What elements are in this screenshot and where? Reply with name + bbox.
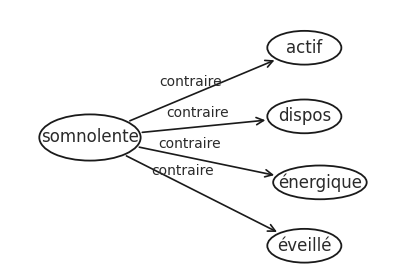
Text: dispos: dispos — [277, 107, 330, 125]
Ellipse shape — [273, 166, 366, 199]
Text: somnolente: somnolente — [41, 128, 139, 147]
Ellipse shape — [266, 31, 341, 65]
Ellipse shape — [266, 100, 341, 133]
Text: contraire: contraire — [158, 137, 221, 151]
Text: éveillé: éveillé — [276, 237, 331, 255]
Ellipse shape — [266, 229, 341, 263]
Text: contraire: contraire — [151, 164, 214, 178]
Text: contraire: contraire — [166, 106, 228, 120]
Text: actif: actif — [286, 39, 322, 57]
Text: contraire: contraire — [158, 75, 221, 89]
Ellipse shape — [39, 114, 140, 161]
Text: énergique: énergique — [277, 173, 361, 192]
